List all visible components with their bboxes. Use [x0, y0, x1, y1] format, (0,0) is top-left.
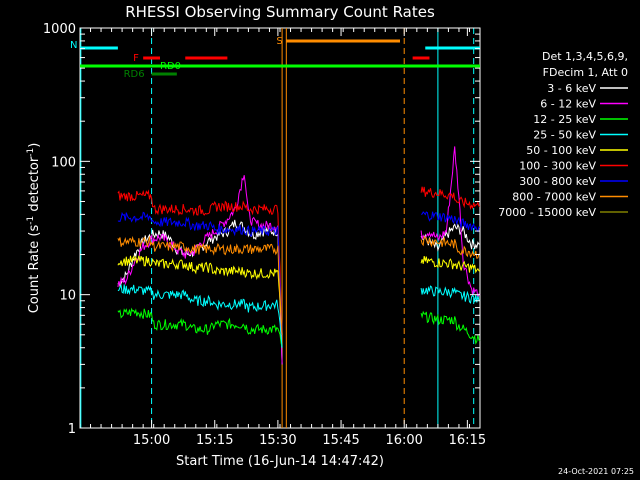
series-line-6-seg-1: [421, 211, 481, 233]
series-line-3-seg-1: [420, 285, 481, 304]
x-tick-label-2: 15:30: [259, 433, 296, 448]
series-line-5-seg-0: [117, 189, 283, 335]
footer-timestamp: 24-Oct-2021 07:25: [558, 467, 634, 476]
legend-label-8: 7000 - 15000 keV: [498, 206, 596, 219]
y-tick-label-0: 1: [68, 422, 76, 437]
legend-label-1: 6 - 12 keV: [540, 98, 596, 111]
series-line-1-seg-1: [420, 146, 481, 298]
legend: 3 - 6 keV 6 - 12 keV 12 - 25 keV 25 - 50 ke…: [498, 82, 628, 219]
series-line-2-seg-1: [420, 310, 481, 345]
x-axis-label: Start Time (16-Jun-14 14:47:42): [176, 454, 384, 469]
flag-label-rd0: RD0: [160, 61, 181, 72]
y-tick-label-3: 1000: [43, 22, 76, 37]
legend-label-5: 100 - 300 keV: [519, 160, 596, 173]
y-axis-label-mid: detector: [27, 156, 42, 216]
series-lines: [117, 146, 481, 365]
legend-header-decimation: FDecim 1, Att 0: [543, 66, 628, 79]
x-tick-label-5: 16:15: [449, 433, 486, 448]
flag-label-s: S: [276, 36, 282, 47]
series-line-7-seg-0: [117, 235, 283, 335]
y-axis-label-sup2: -1: [26, 148, 36, 157]
y-tick-label-1: 10: [59, 289, 76, 304]
legend-header-detectors: Det 1,3,4,5,6,9,: [542, 50, 628, 63]
chart-title: RHESSI Observing Summary Count Rates: [125, 3, 435, 21]
flag-label-f: F: [133, 53, 139, 64]
series-line-7-seg-1: [420, 235, 481, 259]
series-line-2-seg-0: [117, 307, 283, 348]
y-axis-label-main: Count Rate (s: [27, 225, 42, 314]
flag-label-n: N: [70, 40, 77, 51]
series-line-3-seg-0: [117, 283, 283, 348]
legend-label-2: 12 - 25 keV: [533, 113, 596, 126]
series-line-4-seg-0: [117, 255, 283, 335]
x-tick-label-4: 16:00: [385, 433, 422, 448]
legend-label-4: 50 - 100 keV: [526, 144, 596, 157]
axis-ticks: 15:00 15:15 15:30 15:45 16:00 16:15 1 10 100 1000: [43, 22, 486, 448]
x-tick-label-0: 15:00: [133, 433, 170, 448]
series-line-5-seg-1: [420, 186, 481, 211]
x-tick-label-3: 15:45: [322, 433, 359, 448]
legend-label-0: 3 - 6 keV: [547, 82, 596, 95]
legend-label-7: 800 - 7000 keV: [512, 191, 596, 204]
series-line-6-seg-0: [117, 211, 283, 335]
plot-frame: [79, 27, 481, 429]
legend-label-6: 300 - 800 keV: [519, 175, 596, 188]
y-tick-label-2: 100: [51, 155, 76, 170]
y-axis-label-sup1: -1: [26, 216, 36, 225]
series-line-0-seg-1: [420, 223, 480, 252]
series-line-1-seg-0: [117, 175, 283, 365]
series-line-4-seg-1: [420, 255, 481, 274]
y-axis-label: Count Rate (s-1 detector-1): [26, 143, 42, 314]
flag-bars: N F RD0 RD6 S: [70, 36, 480, 80]
y-axis-label-end: ): [27, 143, 42, 148]
legend-label-3: 25 - 50 keV: [533, 129, 596, 142]
x-tick-label-1: 15:15: [196, 433, 233, 448]
flag-label-rd6: RD6: [124, 69, 145, 80]
